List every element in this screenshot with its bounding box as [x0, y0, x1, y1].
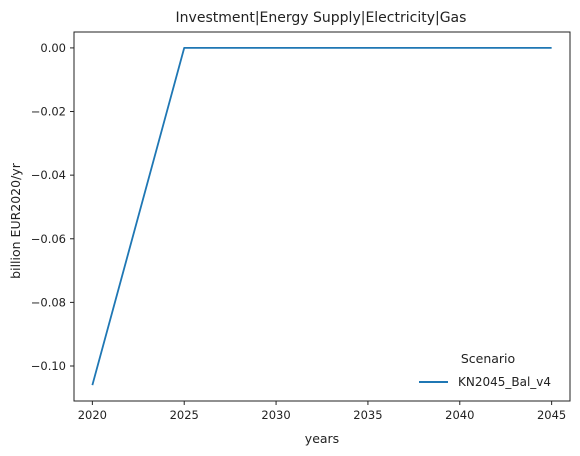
- legend-label-kn2045-bal-v4: KN2045_Bal_v4: [458, 375, 551, 389]
- x-tick-label: 2035: [353, 408, 382, 422]
- x-axis-label: years: [305, 431, 339, 446]
- legend-title: Scenario: [461, 351, 515, 366]
- y-tick-label: −0.08: [31, 295, 66, 309]
- y-tick-label: 0.00: [40, 41, 66, 55]
- series-line-kn2045-bal-v4: [91, 47, 552, 386]
- y-tick-label: −0.02: [31, 105, 66, 119]
- y-tick-label: −0.04: [31, 168, 66, 182]
- x-tick-label: 2020: [78, 408, 107, 422]
- x-tick-label: 2045: [537, 408, 566, 422]
- legend: Scenario KN2045_Bal_v4: [419, 351, 551, 389]
- x-tick-label: 2030: [261, 408, 290, 422]
- x-tick-label: 2025: [170, 408, 199, 422]
- plot-frame: [73, 31, 571, 402]
- plot-area: [73, 31, 571, 402]
- y-tick-label: −0.10: [31, 359, 66, 373]
- y-tick-label: −0.06: [31, 232, 66, 246]
- x-axis-ticks: 2020 2025 2030 2035 2040 2045: [78, 401, 566, 422]
- y-axis-label: billion EUR2020/yr: [8, 162, 23, 279]
- chart-title: Investment|Energy Supply|Electricity|Gas: [176, 10, 467, 26]
- y-axis-ticks: 0.00 −0.02 −0.04 −0.06 −0.08 −0.10: [31, 41, 74, 373]
- x-tick-label: 2040: [445, 408, 474, 422]
- series-layer: [91, 47, 552, 386]
